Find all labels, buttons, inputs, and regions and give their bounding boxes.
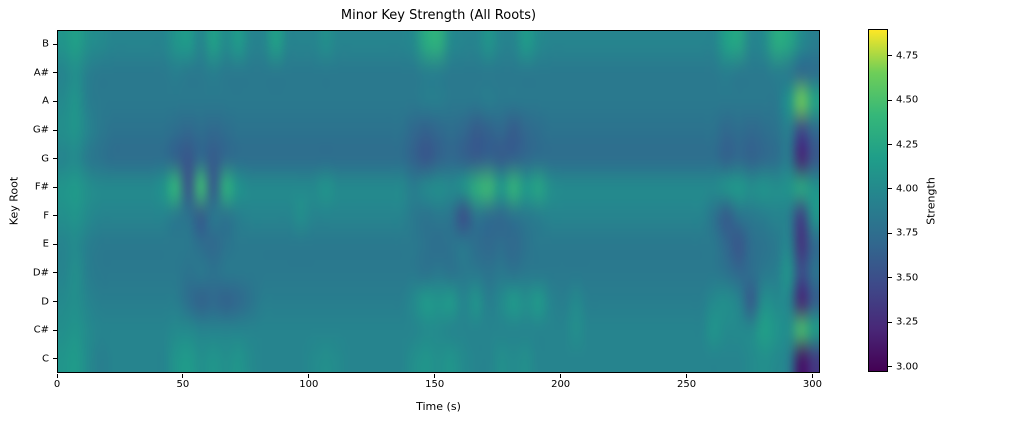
colorbar-tick-mark	[888, 366, 892, 368]
y-tick-mark	[53, 358, 57, 360]
y-tick-label: C#	[33, 324, 49, 336]
x-tick-mark	[811, 374, 813, 378]
y-tick-label: D#	[32, 267, 49, 279]
y-tick-label: A#	[33, 67, 49, 79]
y-tick-mark	[53, 272, 57, 274]
y-tick-label: E	[42, 238, 49, 250]
colorbar-tick-label: 4.50	[896, 94, 919, 106]
y-tick-label: C	[42, 353, 49, 365]
y-tick-mark	[53, 72, 57, 74]
colorbar-tick-mark	[888, 188, 892, 190]
y-tick-mark	[53, 329, 57, 331]
x-tick-mark	[560, 374, 562, 378]
y-tick-label: D	[41, 296, 49, 308]
x-tick-label: 50	[176, 379, 190, 390]
x-axis-label: Time (s)	[416, 400, 461, 413]
colorbar	[868, 29, 888, 372]
colorbar-label: Strength	[924, 177, 938, 225]
y-tick-mark	[53, 129, 57, 131]
colorbar-tick-mark	[888, 144, 892, 146]
colorbar-tick-label: 4.00	[896, 183, 919, 195]
colorbar-tick-label: 4.75	[896, 50, 919, 62]
x-tick-label: 300	[802, 379, 822, 390]
y-tick-mark	[53, 100, 57, 102]
colorbar-tick-mark	[888, 321, 892, 323]
colorbar-tick-label: 3.75	[896, 227, 919, 239]
colorbar-tick-mark	[888, 232, 892, 234]
x-tick-label: 0	[53, 379, 61, 390]
colorbar-tick-label: 4.25	[896, 139, 919, 151]
chart-title: Minor Key Strength (All Roots)	[340, 8, 537, 23]
heatmap-plot-area	[57, 30, 820, 373]
colorbar-tick-label: 3.25	[896, 316, 919, 328]
x-tick-label: 100	[299, 379, 319, 390]
y-tick-mark	[53, 186, 57, 188]
x-tick-mark	[434, 374, 436, 378]
x-tick-mark	[56, 374, 58, 378]
x-tick-mark	[182, 374, 184, 378]
y-tick-label: A	[42, 95, 49, 107]
colorbar-tick-label: 3.50	[896, 272, 919, 284]
y-tick-label: G	[41, 153, 49, 165]
y-tick-label: F	[43, 210, 49, 222]
x-tick-label: 200	[551, 379, 571, 390]
y-tick-label: F#	[34, 181, 49, 193]
colorbar-tick-mark	[888, 277, 892, 279]
y-tick-mark	[53, 158, 57, 160]
colorbar-tick-mark	[888, 99, 892, 101]
y-tick-label: G#	[32, 124, 49, 136]
y-tick-label: B	[42, 38, 49, 50]
colorbar-tick-mark	[888, 55, 892, 57]
y-tick-mark	[53, 215, 57, 217]
y-tick-mark	[53, 243, 57, 245]
colorbar-tick-label: 3.00	[896, 361, 919, 373]
y-tick-mark	[53, 301, 57, 303]
heatmap-canvas	[57, 30, 820, 373]
x-tick-label: 150	[425, 379, 445, 390]
x-tick-mark	[686, 374, 688, 378]
y-tick-mark	[53, 43, 57, 45]
x-tick-mark	[308, 374, 310, 378]
x-tick-label: 250	[676, 379, 697, 390]
